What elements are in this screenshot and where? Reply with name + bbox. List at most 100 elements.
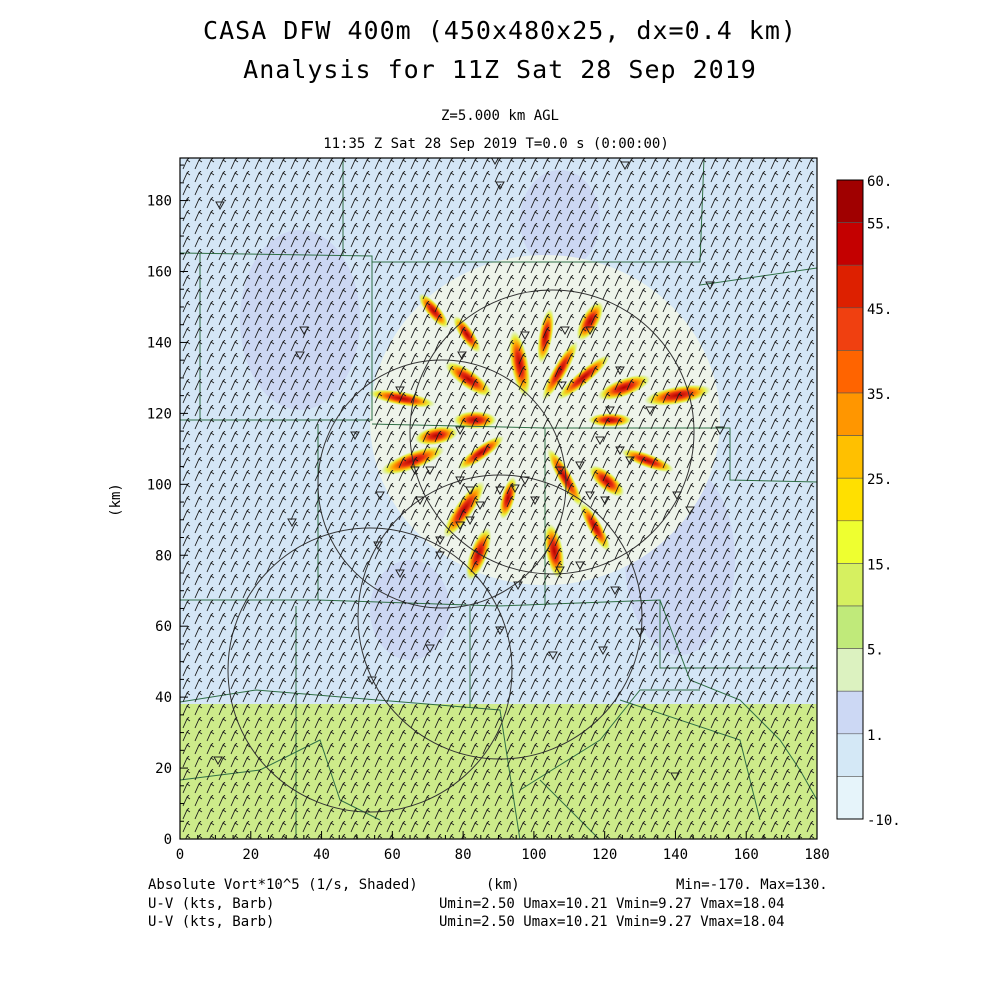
- station-marker: [410, 466, 420, 476]
- colorbar-swatch: [836, 605, 864, 649]
- x-tick-label: 100: [521, 847, 546, 863]
- station-marker: [395, 386, 405, 396]
- station-marker: [465, 516, 475, 526]
- station-marker: [560, 326, 570, 336]
- colorbar-swatch: [836, 179, 864, 223]
- colorbar-label: 45.: [867, 302, 892, 318]
- title-line-2: Analysis for 11Z Sat 28 Sep 2019: [243, 55, 757, 84]
- x-tick-label: 60: [384, 847, 401, 863]
- station-marker: [287, 518, 297, 528]
- colorbar-swatch: [836, 435, 864, 479]
- station-marker: [555, 566, 565, 576]
- x-axis: 0 20 40 60 80 100 120 140 160 180: [176, 831, 830, 863]
- station-marker: [575, 461, 585, 471]
- colorbar-swatch: [836, 563, 864, 607]
- y-tick-label: 20: [155, 761, 172, 777]
- x-tick-label: 80: [455, 847, 472, 863]
- station-marker: [465, 486, 475, 496]
- station-marker: [605, 406, 615, 416]
- min-max-label: Min=-170. Max=130.: [676, 877, 828, 893]
- station-marker: [595, 436, 605, 446]
- station-marker: [615, 446, 625, 456]
- x-tick-label: 20: [242, 847, 259, 863]
- station-marker: [555, 466, 565, 476]
- station-marker: [575, 561, 585, 571]
- station-marker: [490, 158, 500, 166]
- y-tick-label: 140: [147, 335, 172, 351]
- colorbar-swatch: [836, 307, 864, 351]
- colorbar-label: 55.: [867, 217, 892, 233]
- colorbar-swatch: [836, 520, 864, 564]
- colorbar-label: 35.: [867, 387, 892, 403]
- station-marker: [495, 626, 505, 636]
- x-axis-label: (km): [486, 877, 520, 893]
- station-markers: [213, 158, 725, 782]
- colorbar-label: 1.: [867, 728, 884, 744]
- station-marker: [495, 486, 505, 496]
- station-marker: [672, 491, 682, 501]
- station-marker: [455, 521, 465, 531]
- y-axis-label: (km): [108, 483, 124, 517]
- footer-field-1: Absolute Vort*10^5 (1/s, Shaded): [148, 877, 418, 893]
- station-marker: [585, 326, 595, 336]
- time-label: 11:35 Z Sat 28 Sep 2019 T=0.0 s (0:00:00…: [323, 136, 669, 152]
- station-marker: [475, 501, 485, 511]
- x-tick-label: 0: [176, 847, 184, 863]
- colorbar: 60. 55. 45. 35. 25. 15. 5. 1. -10.: [836, 174, 901, 829]
- station-marker: [425, 466, 435, 476]
- y-tick-label: 40: [155, 690, 172, 706]
- x-tick-label: 40: [313, 847, 330, 863]
- station-marker: [455, 426, 465, 436]
- station-marker: [215, 201, 225, 211]
- y-tick-label: 100: [147, 477, 172, 493]
- y-tick-label: 160: [147, 265, 172, 281]
- station-marker: [520, 476, 530, 486]
- colorbar-swatch: [836, 222, 864, 266]
- station-marker: [425, 644, 435, 654]
- station-marker: [715, 426, 725, 436]
- colorbar-swatch: [836, 477, 864, 522]
- station-marker: [510, 484, 520, 494]
- station-marker: [670, 772, 680, 782]
- colorbar-swatch: [836, 264, 864, 309]
- station-marker: [295, 351, 305, 361]
- station-marker: [625, 456, 635, 466]
- uv-range-1: Umin=2.50 Umax=10.21 Vmin=9.27 Vmax=18.0…: [439, 896, 785, 912]
- station-marker: [457, 351, 467, 361]
- station-marker: [415, 496, 425, 506]
- colorbar-label: -10.: [867, 813, 901, 829]
- plot-area: [180, 158, 817, 839]
- station-marker: [685, 506, 695, 516]
- station-marker: [598, 646, 608, 656]
- station-marker: [645, 406, 655, 416]
- colorbar-swatch: [836, 733, 864, 777]
- station-marker: [530, 496, 540, 506]
- station-marker: [615, 366, 625, 376]
- station-marker: [610, 586, 620, 596]
- station-marker: [585, 491, 595, 501]
- colorbar-label: 60.: [867, 174, 892, 190]
- y-tick-label: 0: [164, 832, 172, 848]
- x-tick-label: 160: [734, 847, 759, 863]
- y-tick-label: 60: [155, 619, 172, 635]
- colorbar-label: 5.: [867, 643, 884, 659]
- x-tick-label: 180: [804, 847, 829, 863]
- uv-range-2: Umin=2.50 Umax=10.21 Vmin=9.27 Vmax=18.0…: [439, 914, 785, 930]
- station-marker: [299, 326, 309, 336]
- colorbar-swatch: [836, 350, 864, 394]
- station-marker: [373, 541, 383, 551]
- colorbar-label: 15.: [867, 557, 892, 573]
- colorbar-frame: [836, 179, 864, 820]
- colorbar-label: 25.: [867, 472, 892, 488]
- station-marker: [375, 491, 385, 501]
- station-marker: [520, 331, 530, 341]
- station-marker: [395, 569, 405, 579]
- station-marker: [620, 161, 630, 171]
- y-tick-label: 180: [147, 194, 172, 210]
- colorbar-swatch: [836, 690, 864, 735]
- station-marker: [455, 476, 465, 486]
- wind-barbs: [180, 158, 817, 839]
- y-tick-label: 120: [147, 406, 172, 422]
- station-marker: [367, 676, 377, 686]
